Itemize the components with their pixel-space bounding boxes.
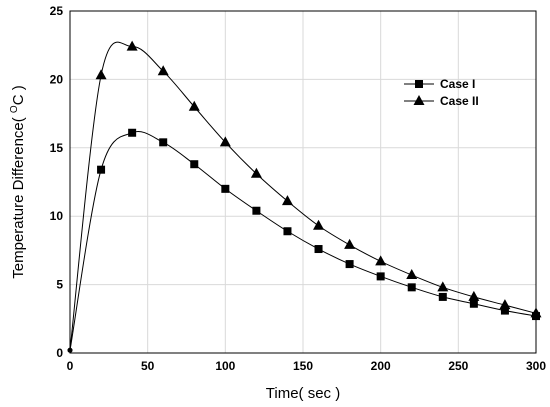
data-point-triangle bbox=[375, 255, 387, 266]
data-point-triangle bbox=[468, 290, 480, 301]
y-tick-label: 10 bbox=[50, 209, 64, 223]
data-point-triangle bbox=[219, 136, 231, 147]
series-2 bbox=[67, 40, 542, 353]
x-tick-label: 100 bbox=[215, 359, 235, 373]
x-tick-label: 250 bbox=[448, 359, 468, 373]
y-tick-label: 5 bbox=[56, 278, 63, 292]
x-tick-label: 50 bbox=[141, 359, 155, 373]
data-point-square bbox=[438, 292, 447, 301]
data-point-triangle bbox=[157, 65, 169, 76]
y-axis-title-text: Temperature Difference( bbox=[10, 113, 27, 279]
legend-square-marker bbox=[415, 80, 423, 88]
x-tick-label: 150 bbox=[293, 359, 313, 373]
data-point-triangle bbox=[188, 100, 200, 111]
data-point-square bbox=[345, 260, 354, 269]
data-point-triangle bbox=[126, 40, 138, 51]
data-point-square bbox=[190, 160, 199, 169]
data-point-triangle bbox=[313, 219, 325, 230]
data-point-square bbox=[283, 227, 292, 236]
data-point-square bbox=[407, 283, 416, 292]
legend-label: Case II bbox=[440, 94, 479, 108]
y-tick-label: 15 bbox=[50, 141, 64, 155]
x-tick-label: 200 bbox=[371, 359, 391, 373]
data-point-square bbox=[128, 128, 137, 137]
y-axis-title-unit: C bbox=[10, 94, 27, 105]
legend-triangle-marker bbox=[413, 95, 425, 105]
data-point-square bbox=[97, 165, 106, 174]
x-tick-label: 0 bbox=[67, 359, 74, 373]
x-axis-title: Time( sec ) bbox=[266, 385, 340, 402]
plot-frame bbox=[69, 10, 537, 354]
y-tick-labels: 0 5 10 15 20 25 bbox=[50, 4, 64, 360]
data-point-square bbox=[376, 272, 385, 281]
data-point-square bbox=[314, 245, 323, 254]
legend-label: Case I bbox=[440, 77, 475, 91]
y-tick-label: 0 bbox=[56, 346, 63, 360]
y-axis-title-close: ) bbox=[10, 85, 27, 94]
y-axis-title-degree: O bbox=[9, 105, 20, 113]
y-tick-label: 25 bbox=[50, 4, 64, 18]
y-axis-title: Temperature Difference( OC ) bbox=[9, 85, 27, 278]
data-point-triangle bbox=[437, 281, 449, 292]
data-point-triangle bbox=[344, 238, 356, 249]
data-point-square bbox=[500, 306, 509, 315]
data-point-triangle bbox=[250, 167, 262, 178]
y-tick-label: 20 bbox=[50, 72, 64, 86]
legend-item: Case I bbox=[404, 77, 475, 91]
legend: Case I Case II bbox=[404, 77, 479, 108]
data-point-square bbox=[469, 299, 478, 308]
x-tick-labels: 0 50 100 150 200 250 300 bbox=[67, 359, 547, 373]
data-point-square bbox=[159, 138, 168, 147]
legend-item: Case II bbox=[404, 94, 479, 108]
data-point-triangle bbox=[406, 269, 418, 280]
grid-lines bbox=[70, 11, 536, 353]
data-point-square bbox=[252, 206, 261, 215]
data-point-square bbox=[221, 184, 230, 193]
data-point-triangle bbox=[281, 195, 293, 206]
data-point-triangle bbox=[95, 69, 107, 80]
series-1 bbox=[67, 128, 540, 353]
data-point-triangle bbox=[499, 299, 511, 310]
x-tick-label: 300 bbox=[526, 359, 546, 373]
series-layer bbox=[67, 40, 542, 353]
